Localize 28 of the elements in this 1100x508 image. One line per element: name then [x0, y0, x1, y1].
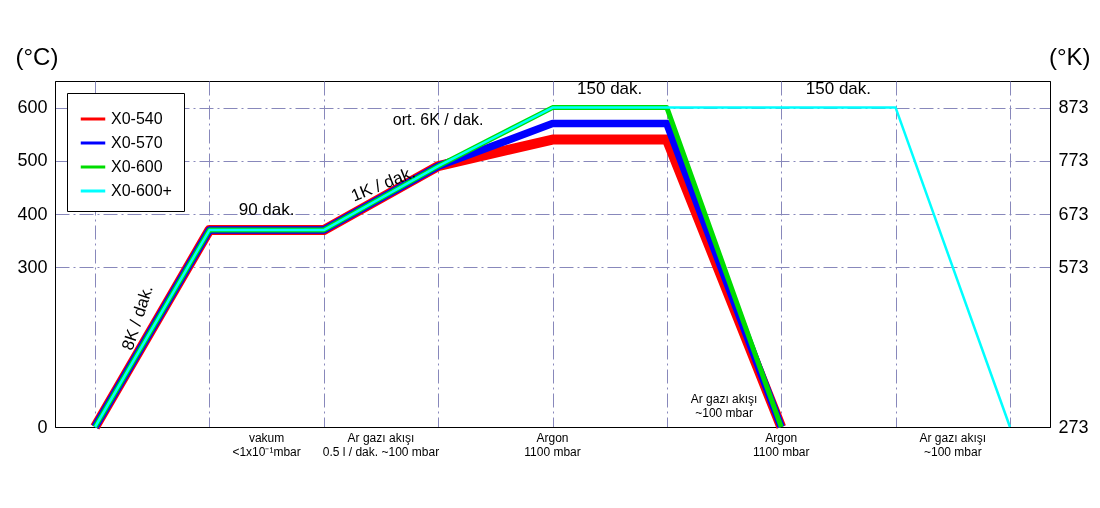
text: vakum <1x10⁻¹mbar — [232, 431, 301, 459]
annotation: 150 dak. — [577, 79, 643, 99]
y2-tick-label: 273 — [1058, 416, 1089, 437]
y-tick-label: 400 — [17, 203, 48, 224]
y2-axis-title: (°K) — [1048, 42, 1091, 70]
legend-label: X0-600+ — [111, 182, 172, 199]
y-tick-label: 300 — [17, 256, 48, 277]
annotation: Ar gazı akışı ~100 mbar — [690, 391, 758, 420]
y2-tick-label: 673 — [1058, 203, 1089, 224]
annotation: 1K / dak. — [348, 162, 418, 206]
text: Ar gazı akışı ~100 mbar — [919, 431, 987, 459]
annotation: 150 dak. — [805, 79, 872, 99]
annotation: ort. 6K / dak. — [392, 110, 484, 128]
y-axis-title: (°C) — [15, 42, 59, 70]
legend-label: X0-600 — [111, 158, 163, 175]
legend-label: X0-540 — [111, 110, 163, 127]
legend-label: X0-570 — [111, 134, 163, 151]
annotation: 90 dak. — [238, 200, 295, 220]
y2-tick-label: 873 — [1058, 97, 1089, 118]
text: Ar gazı akışı 0.5 l / dak. ~100 mbar — [322, 431, 440, 459]
text: Argon 1100 mbar — [752, 431, 810, 459]
text: Argon 1100 mbar — [524, 431, 581, 459]
y-tick-label: 0 — [37, 416, 48, 437]
y-tick-label: 500 — [17, 150, 48, 171]
y2-tick-label: 573 — [1058, 256, 1089, 277]
y2-tick-label: 773 — [1058, 150, 1089, 171]
annotation: 8K / dak. — [118, 282, 157, 353]
y-tick-label: 600 — [17, 97, 48, 118]
